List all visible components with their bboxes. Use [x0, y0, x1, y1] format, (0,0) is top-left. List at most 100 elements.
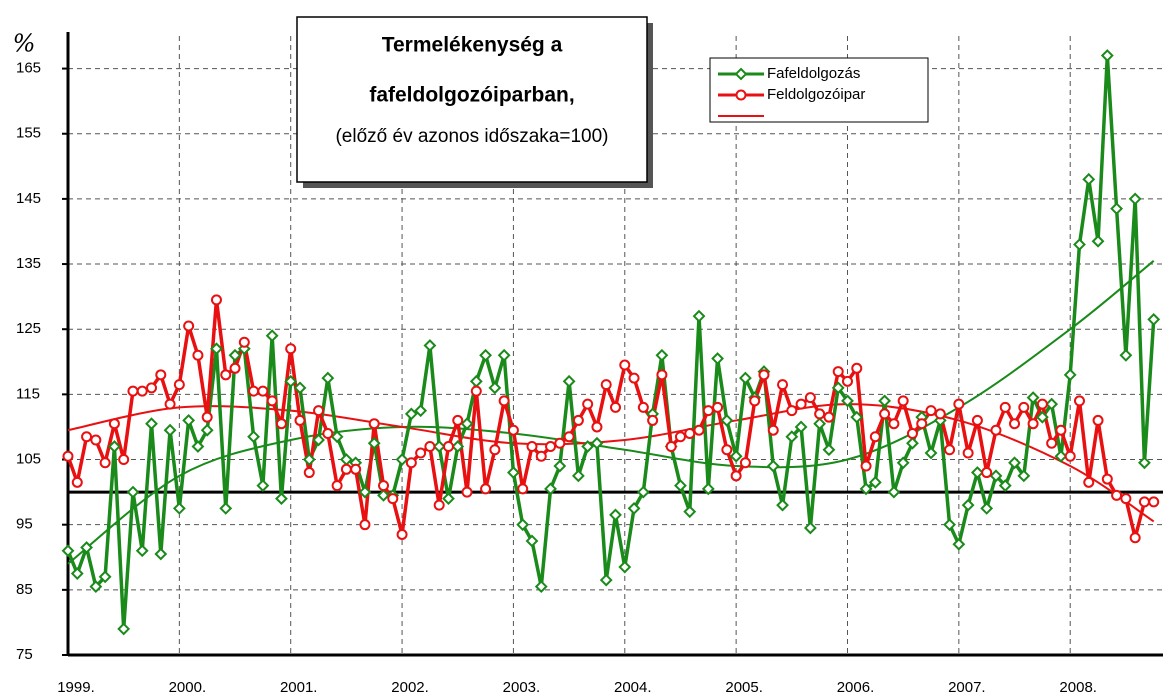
point	[610, 401, 621, 413]
point	[1063, 368, 1077, 382]
point	[953, 398, 965, 410]
point	[367, 436, 381, 450]
point	[730, 470, 742, 482]
point	[729, 449, 743, 463]
point	[619, 359, 631, 371]
point	[794, 420, 808, 434]
point	[786, 405, 798, 417]
plot: 75 85 95 105 115 125 135 145 155 165 1999. 2000. 200…	[16, 32, 1163, 696]
point	[71, 476, 83, 488]
point	[554, 437, 566, 449]
point	[980, 501, 994, 515]
point	[1083, 476, 1095, 488]
point	[702, 405, 714, 417]
point	[1148, 496, 1160, 508]
point	[172, 501, 186, 515]
point	[173, 379, 185, 391]
series-line	[66, 298, 1154, 540]
point	[424, 440, 436, 452]
point	[600, 379, 612, 391]
point	[275, 492, 288, 506]
point	[665, 440, 677, 452]
x-tick-label: 2002.	[391, 679, 429, 696]
point	[191, 440, 205, 453]
point	[868, 475, 882, 489]
point	[146, 382, 158, 394]
point	[563, 431, 575, 443]
point	[182, 414, 196, 427]
point	[62, 450, 74, 462]
point	[1119, 348, 1133, 362]
point	[98, 570, 112, 584]
point	[452, 414, 464, 426]
point	[656, 369, 668, 381]
point	[163, 423, 177, 437]
point	[210, 342, 223, 356]
point	[312, 433, 325, 447]
point	[331, 480, 343, 492]
point	[636, 485, 650, 499]
point	[628, 372, 640, 384]
point	[1073, 395, 1085, 407]
point	[423, 339, 437, 352]
title-line: Termelékenység a	[382, 34, 563, 57]
point	[1064, 450, 1076, 462]
subtitle: (előző év azonos időszaka=100)	[335, 126, 608, 147]
point	[534, 580, 548, 593]
point	[99, 457, 111, 469]
point	[851, 362, 863, 374]
x-tick-label: 2000.	[169, 679, 207, 696]
point	[925, 405, 937, 417]
point	[284, 374, 298, 388]
point	[1128, 192, 1142, 206]
point	[108, 418, 120, 430]
point	[544, 482, 557, 496]
point	[823, 411, 835, 423]
point	[266, 395, 278, 407]
point	[804, 392, 816, 404]
point	[674, 479, 687, 493]
point	[571, 469, 585, 483]
point	[944, 444, 956, 456]
point	[285, 343, 297, 355]
point	[1009, 418, 1021, 430]
point	[693, 424, 705, 436]
point	[497, 348, 511, 362]
point	[906, 436, 919, 450]
point	[516, 518, 530, 532]
point	[61, 544, 75, 558]
point	[470, 385, 482, 397]
point	[1018, 401, 1030, 413]
point	[498, 395, 510, 407]
point	[684, 427, 696, 439]
point	[766, 459, 780, 473]
point	[451, 440, 465, 453]
x-tick-label: 2008.	[1059, 679, 1097, 696]
point	[591, 421, 603, 433]
point	[961, 498, 975, 512]
point	[294, 414, 306, 426]
legend-box	[709, 57, 929, 123]
point	[749, 395, 761, 407]
point	[739, 457, 751, 469]
point	[396, 528, 408, 540]
point	[395, 453, 409, 466]
point	[135, 544, 149, 558]
point	[599, 573, 613, 587]
y-label: %	[13, 30, 36, 58]
y-tick-label: 125	[16, 320, 41, 337]
point	[1008, 456, 1021, 470]
point	[850, 410, 864, 424]
point	[247, 430, 261, 444]
point	[553, 459, 567, 473]
point	[405, 457, 417, 469]
x-tick-label: 2003.	[503, 679, 541, 696]
y-tick-label: 115	[16, 385, 40, 402]
point	[126, 485, 140, 499]
point	[303, 467, 315, 479]
point	[404, 407, 418, 421]
point	[1138, 456, 1151, 470]
x-tick-label: 2006.	[837, 679, 875, 696]
point	[378, 480, 390, 492]
